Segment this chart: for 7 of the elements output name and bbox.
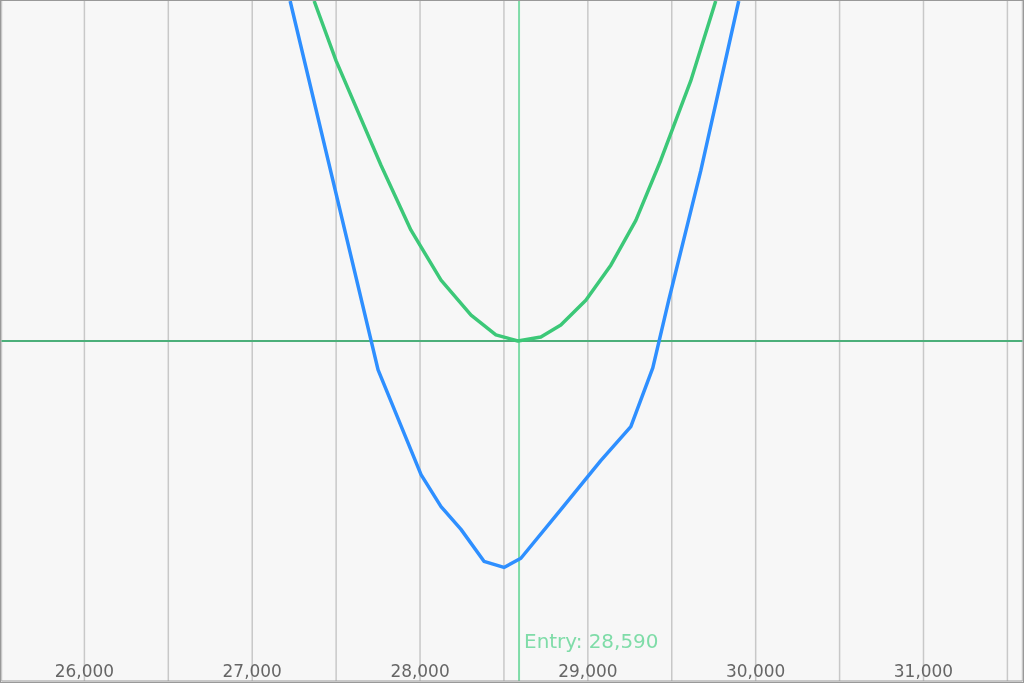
ref-line-label: Entry: 28,590 <box>524 629 659 654</box>
x-tick-label: 28,000 <box>390 661 450 682</box>
x-tick-label: 31,000 <box>893 661 954 682</box>
x-tick-label: 26,000 <box>54 661 115 682</box>
x-tick-label: 29,000 <box>558 661 618 682</box>
x-tick-label: 27,000 <box>222 661 282 682</box>
x-tick-label: 30,000 <box>726 661 786 682</box>
